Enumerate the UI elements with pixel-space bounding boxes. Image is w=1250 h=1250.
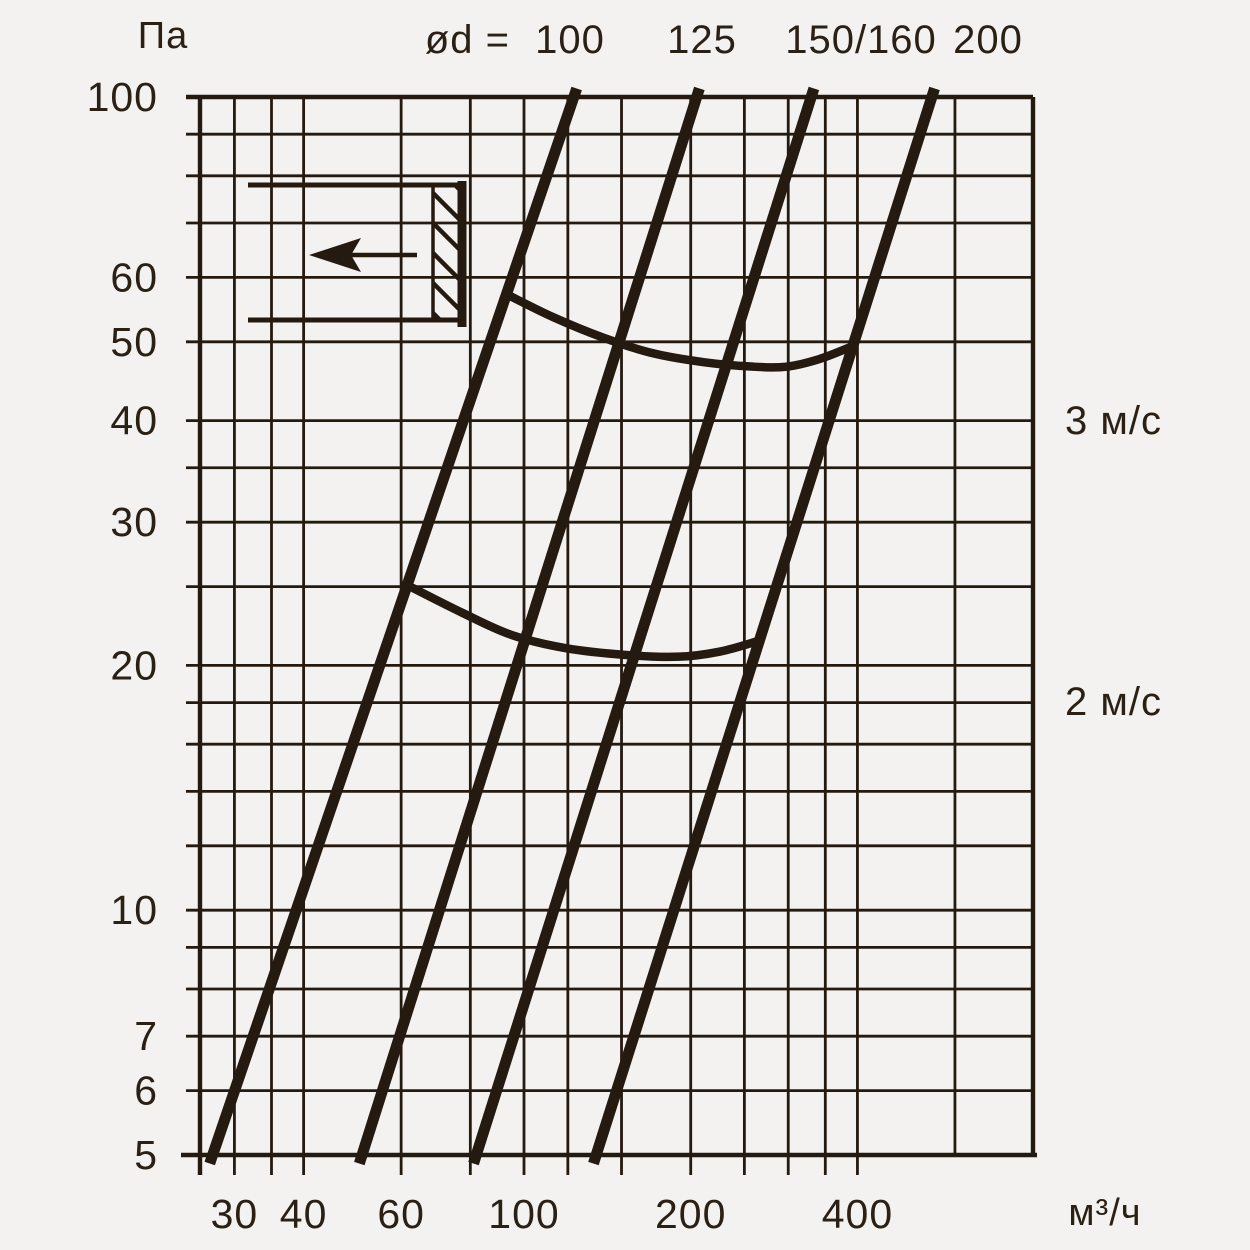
duct-grille-symbol bbox=[248, 181, 467, 327]
y-tick-label-30: 30 bbox=[110, 499, 158, 545]
y-tick-label-60: 60 bbox=[110, 254, 158, 300]
y-tick-label-40: 40 bbox=[110, 398, 158, 444]
tick-labels: 5 6 7 10 20 30 40 50 60 100 30 40 60 100 200 400 bbox=[87, 74, 893, 1237]
y-tick-label-20: 20 bbox=[110, 642, 158, 688]
x-tick-label-100: 100 bbox=[488, 1191, 559, 1237]
diameter-label-100: 100 bbox=[535, 18, 605, 62]
x-tick-label-30: 30 bbox=[211, 1191, 259, 1237]
diameter-line-150-160 bbox=[468, 86, 820, 1166]
y-tick-label-5: 5 bbox=[134, 1132, 158, 1178]
x-tick-label-200: 200 bbox=[655, 1191, 726, 1237]
grid-horizontal bbox=[186, 94, 1033, 1093]
velocity-label-2ms: 2 м/с bbox=[1065, 680, 1162, 724]
diameter-prefix-label: ød = bbox=[424, 18, 510, 62]
diameter-label-200: 200 bbox=[953, 18, 1023, 62]
y-axis-unit: Па bbox=[137, 15, 189, 57]
velocity-label-3ms: 3 м/с bbox=[1065, 399, 1162, 443]
diameter-line-125 bbox=[354, 86, 705, 1166]
diameter-lines bbox=[204, 86, 940, 1166]
diameter-label-150-160: 150/160 bbox=[785, 18, 937, 62]
y-tick-label-50: 50 bbox=[110, 319, 158, 365]
y-tick-label-100: 100 bbox=[87, 74, 158, 120]
y-tick-label-7: 7 bbox=[134, 1013, 158, 1059]
velocity-curves bbox=[408, 291, 854, 662]
x-tick-label-400: 400 bbox=[822, 1191, 893, 1237]
y-tick-label-6: 6 bbox=[134, 1068, 158, 1114]
velocity-curve-3ms bbox=[504, 291, 854, 372]
flow-arrow-head bbox=[309, 238, 361, 272]
diameter-label-125: 125 bbox=[667, 18, 737, 62]
x-tick-label-40: 40 bbox=[280, 1191, 328, 1237]
diameter-line-200 bbox=[588, 86, 940, 1166]
velocity-curve-2ms bbox=[408, 583, 761, 662]
y-tick-label-10: 10 bbox=[110, 887, 158, 933]
axes bbox=[181, 97, 1037, 1175]
grille-hatch bbox=[433, 186, 462, 318]
diameter-line-100 bbox=[204, 86, 582, 1166]
x-tick-label-60: 60 bbox=[377, 1191, 425, 1237]
x-axis-unit: м³/ч bbox=[1068, 1192, 1142, 1234]
